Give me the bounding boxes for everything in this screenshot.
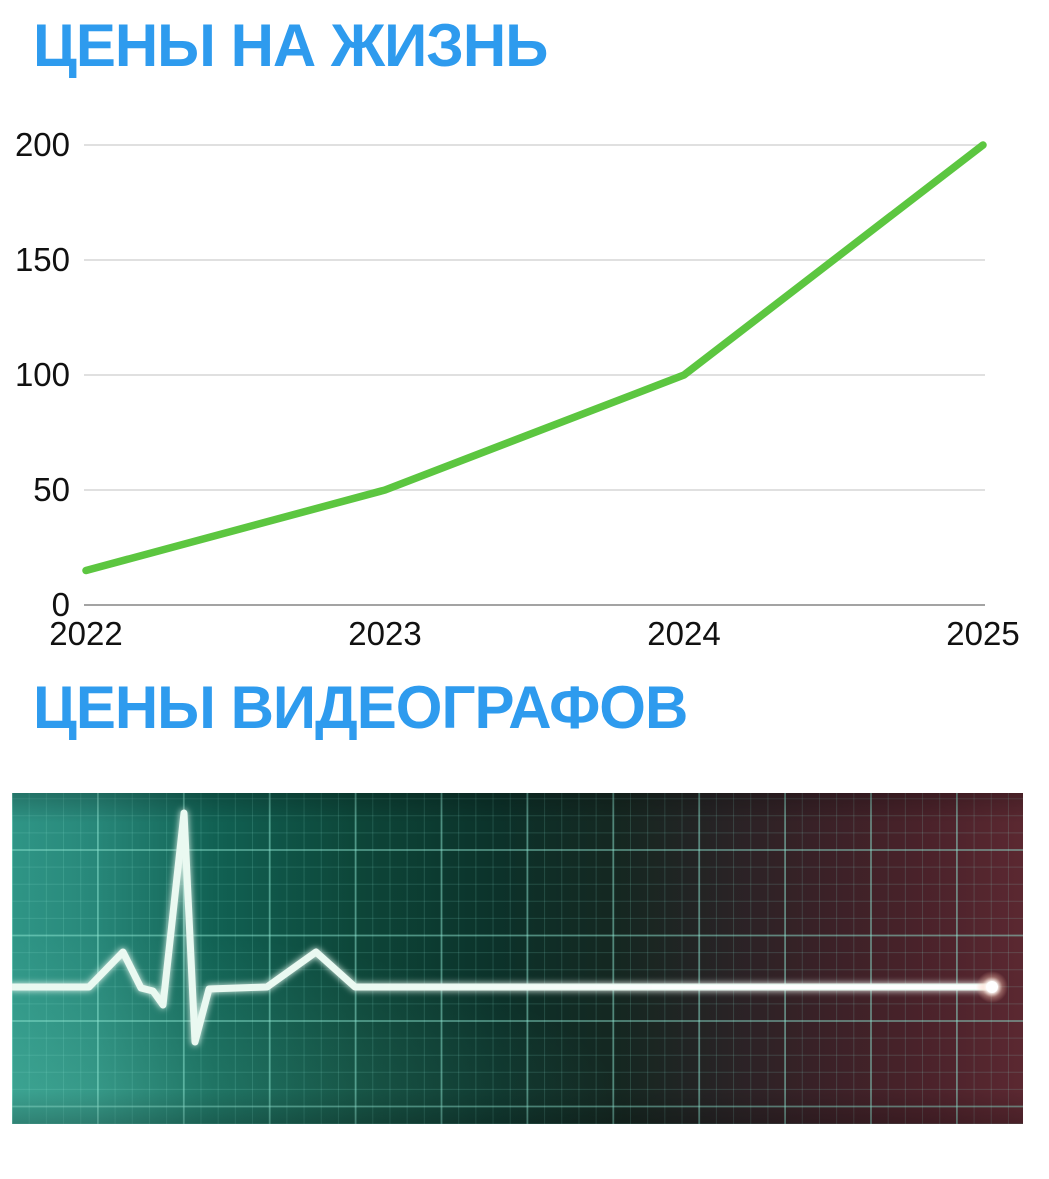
cost-of-living-chart-svg: 0 50 100 150 200 2022 2023 2024 2025 (15, 126, 1020, 652)
videographer-prices-chart (12, 793, 1023, 1124)
ekg-monitor-svg (12, 793, 1023, 1124)
x-tick-label: 2023 (348, 615, 421, 652)
cost-of-living-title: ЦЕНЫ НА ЖИЗНЬ (33, 12, 548, 79)
x-tick-label: 2022 (49, 615, 122, 652)
x-tick-label: 2025 (946, 615, 1019, 652)
cost-of-living-chart: 0 50 100 150 200 2022 2023 2024 2025 (0, 110, 1049, 660)
y-tick-label: 0 (52, 586, 70, 623)
price-line (82, 141, 987, 575)
ekg-endpoint-dot (976, 971, 1008, 1003)
y-axis-labels: 0 50 100 150 200 (15, 126, 70, 623)
videographer-prices-title: ЦЕНЫ ВИДЕОГРАФОВ (33, 674, 688, 741)
page: ЦЕНЫ НА ЖИЗНЬ 0 50 100 150 200 2022 2023 2024 20… (0, 16, 1049, 1179)
x-tick-label: 2024 (647, 615, 720, 652)
y-tick-label: 50 (33, 471, 70, 508)
x-axis-labels: 2022 2023 2024 2025 (49, 615, 1019, 652)
y-tick-label: 100 (15, 356, 70, 393)
y-tick-label: 150 (15, 241, 70, 278)
ekg-trace (12, 809, 996, 1046)
y-tick-label: 200 (15, 126, 70, 163)
